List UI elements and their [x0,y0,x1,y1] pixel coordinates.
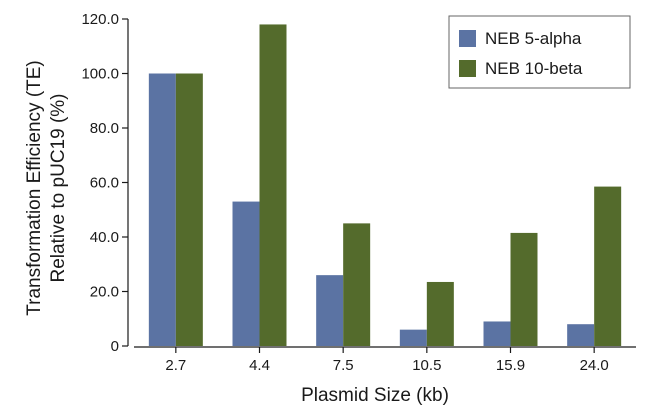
bar-neb-10-beta [259,24,287,346]
bar-neb-5-alpha [316,275,344,346]
x-tick-label: 10.5 [412,357,441,374]
y-tick-label: 60.0 [90,175,119,192]
bar-neb-10-beta [175,73,203,346]
x-tick-label: 7.5 [333,357,354,374]
x-axis-title: Plasmid Size (kb) [301,385,449,406]
y-axis-title-line-1: Transformation Efficiency (TE) [24,60,45,316]
legend-swatch [459,60,476,77]
legend-box [448,15,631,89]
x-tick-label: 24.0 [580,357,609,374]
bar-neb-5-alpha [567,324,595,346]
legend-label: NEB 5-alpha [485,29,582,48]
x-axis: 2.7 4.4 7.5 10.5 15.9 24.0 [134,346,636,374]
y-axis: 0 20.0 40.0 60.0 80.0 100.0 120.0 [81,11,129,355]
bar-neb-10-beta [343,223,371,346]
x-tick-label: 2.7 [165,357,186,374]
x-tick-label: 15.9 [496,357,525,374]
bar-neb-5-alpha [399,329,427,346]
bar-neb-10-beta [510,232,538,346]
bar-neb-5-alpha [148,73,176,346]
y-tick-label: 0 [111,338,119,355]
y-tick-label: 80.0 [90,120,119,137]
legend-swatch [459,30,476,47]
bar-neb-10-beta [594,186,622,346]
y-axis-title-line-2: Relative to pUC19 (%) [48,93,69,282]
y-axis-title: Transformation Efficiency (TE) Relative … [24,60,69,316]
x-tick-label: 4.4 [249,357,270,374]
y-tick-label: 40.0 [90,229,119,246]
bar-neb-5-alpha [232,201,260,346]
bar-neb-5-alpha [483,321,511,346]
y-tick-label: 20.0 [90,284,119,301]
y-tick-label: 100.0 [81,66,119,83]
bar-neb-10-beta [426,281,454,346]
legend: NEB 5-alpha NEB 10-beta [448,15,631,89]
legend-label: NEB 10-beta [485,59,583,78]
bars [148,24,622,346]
y-tick-label: 120.0 [81,11,119,28]
